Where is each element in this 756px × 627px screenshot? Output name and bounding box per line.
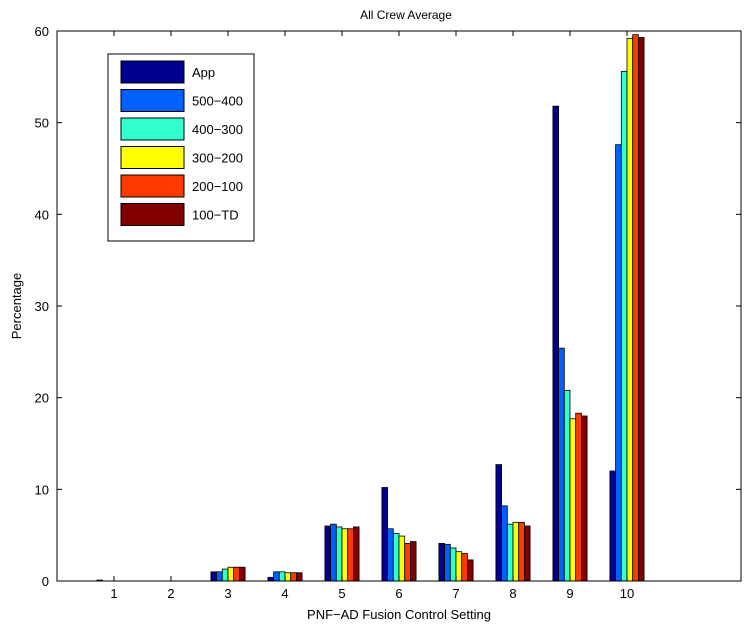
bar-8-series-1 [495, 464, 502, 582]
bar-7-series-6 [466, 559, 474, 582]
bar-3-series-3 [221, 568, 229, 582]
legend-label: 200−100 [192, 179, 243, 194]
axes-group: 1 2 3 4 5 6 7 8 9 10 0 10 20 30 40 50 60 [35, 24, 741, 601]
bar-9-series-4 [569, 418, 577, 582]
x-tick-label: 9 [566, 586, 573, 601]
bar-7-series-5 [461, 553, 468, 582]
bar-10-series-2 [615, 144, 622, 582]
bar-3-series-1 [210, 571, 217, 582]
bar-10-series-4 [626, 37, 634, 582]
legend: App 500−400 400−300 300−200 200−100 100−TD [107, 53, 255, 242]
bar-8-series-5 [518, 521, 525, 582]
bar-10-series-1 [609, 470, 617, 582]
x-tick-label: 8 [509, 586, 516, 601]
bar-7-series-2 [444, 543, 451, 582]
bar-6-series-5 [404, 543, 411, 582]
bar-5-series-5 [347, 528, 354, 582]
bar-9-series-5 [575, 412, 582, 582]
x-tick-label: 6 [395, 586, 402, 601]
x-tick-label: 3 [224, 586, 231, 601]
legend-label: App [192, 65, 215, 80]
y-tick-label: 60 [35, 24, 49, 39]
bar-5-series-6 [352, 526, 360, 582]
bar-7-series-4 [455, 551, 463, 582]
legend-label: 400−300 [192, 122, 243, 137]
legend-swatch [120, 117, 185, 141]
y-tick-label: 40 [35, 207, 49, 222]
legend-swatch [120, 146, 185, 169]
bar-3-series-6 [238, 566, 246, 582]
bar-10-series-6 [638, 37, 645, 582]
bar-8-series-3 [506, 523, 514, 582]
bar-9-series-1 [552, 105, 560, 582]
legend-swatch [120, 203, 185, 226]
bar-8-series-6 [524, 525, 531, 582]
y-tick-label: 30 [35, 299, 49, 314]
bar-6-series-3 [392, 532, 400, 582]
bar-5-series-1 [324, 525, 331, 582]
bar-4-series-3 [278, 571, 286, 582]
bar-5-series-4 [341, 528, 349, 582]
bar-9-series-6 [581, 415, 588, 582]
bar-5-series-2 [330, 523, 337, 582]
bar-4-series-2 [273, 571, 280, 582]
bar-6-series-6 [409, 541, 417, 582]
bar-10-series-5 [632, 34, 639, 582]
legend-swatch [120, 89, 185, 112]
x-tick-label: 2 [167, 586, 174, 601]
bar-3-series-2 [216, 571, 223, 582]
bar-9-series-3 [563, 389, 571, 582]
chart-title: All Crew Average [360, 8, 452, 22]
bar-10-series-3 [620, 70, 628, 582]
bar-4-series-6 [295, 572, 303, 582]
x-tick-label: 1 [110, 586, 117, 601]
bar-3-series-5 [233, 566, 240, 582]
bar-3-series-4 [227, 566, 235, 582]
bar-4-series-1 [267, 576, 274, 582]
y-tick-label: 20 [35, 391, 49, 406]
bar-9-series-2 [558, 347, 565, 582]
bar-6-series-1 [381, 487, 388, 582]
x-tick-label: 4 [281, 586, 288, 601]
y-axis-label: Percentage [9, 273, 24, 340]
x-axis-label: PNF−AD Fusion Control Setting [307, 607, 491, 622]
legend-label: 100−TD [192, 208, 239, 223]
x-tick-label: 10 [620, 586, 634, 601]
legend-label: 300−200 [192, 151, 243, 166]
bar-8-series-2 [501, 505, 508, 582]
x-tick-label: 7 [452, 586, 459, 601]
bar-6-series-2 [387, 528, 394, 582]
bar-7-series-3 [449, 547, 457, 582]
legend-swatch [120, 174, 185, 198]
bar-5-series-3 [335, 526, 343, 582]
y-tick-label: 50 [35, 116, 49, 131]
y-tick-label: 0 [42, 574, 49, 589]
legend-swatch [120, 60, 185, 84]
bars-group [96, 34, 645, 582]
bar-8-series-4 [512, 521, 520, 582]
bar-6-series-4 [398, 535, 406, 582]
bar-7-series-1 [438, 543, 445, 582]
y-tick-label: 10 [35, 482, 49, 497]
legend-label: 500−400 [192, 94, 243, 109]
bar-4-series-4 [284, 572, 292, 582]
bar-4-series-5 [290, 572, 297, 582]
x-tick-label: 5 [338, 586, 345, 601]
